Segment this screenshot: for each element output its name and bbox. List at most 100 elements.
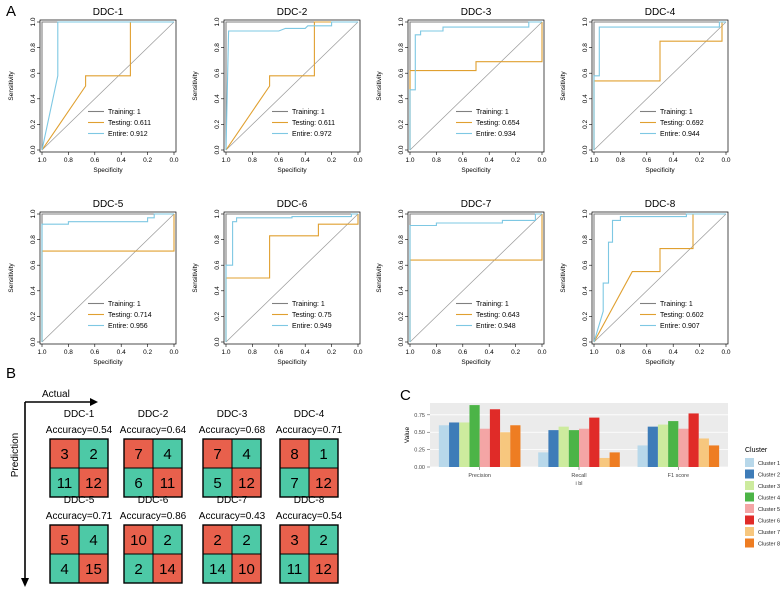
bar-cluster-2 [449,422,460,467]
matrix-cell [78,467,109,498]
bar-cluster-1 [538,452,549,467]
x-tick-label: 1.0 [405,157,414,164]
matrix-cell [231,467,262,498]
roc-curve-entire [41,213,174,342]
roc-curve-entire [593,21,726,150]
y-tick-label: 0.0 [582,337,589,346]
x-tick-label: 0.2 [327,157,336,164]
x-tick-label: 0.4 [669,349,678,356]
matrix-title: DDC-2 [138,409,169,420]
legend-label-testing: Testing: 0.714 [108,312,152,319]
bar-y-tick-label: 0.50 [414,430,425,436]
matrix-cell-value: 2 [134,561,142,578]
y-tick-label: 0.8 [398,43,405,52]
bar-cluster-6 [688,413,699,467]
y-tick-label: 0.2 [30,120,37,129]
x-tick-label: 0.6 [274,349,283,356]
x-tick-label: 0.4 [485,157,494,164]
legend-label-training: Training: 1 [476,301,509,308]
matrix-cell-value: 1 [319,446,327,463]
roc-frame [407,211,545,345]
x-tick-label: 0.8 [616,349,625,356]
matrix-cell-value: 7 [290,475,298,492]
x-axis-label: Specificity [93,167,123,174]
x-tick-label: 0.4 [301,157,310,164]
roc-diagonal [41,213,175,343]
x-axis-label: Specificity [461,359,491,366]
x-tick-label: 0.0 [721,157,730,164]
x-tick-label: 0.0 [169,157,178,164]
matrix-border [123,438,183,498]
y-tick-label: 1.0 [398,17,405,26]
matrix-cell-value: 4 [89,532,97,549]
roc-curve-testing [225,214,359,342]
bar-cluster-7 [500,432,511,467]
legend-label-entire: Entire: 0.956 [108,323,148,330]
actual-arrowhead [90,398,98,406]
x-tick-label: 0.8 [432,349,441,356]
y-tick-label: 0.6 [582,260,589,269]
legend-label-testing: Testing: 0.692 [660,120,704,127]
matrix-border [49,438,109,498]
legend-label-training: Training: 1 [108,301,141,308]
y-tick-label: 0.0 [30,145,37,154]
y-tick-label: 0.2 [398,120,405,129]
bar-cluster-3 [459,422,470,467]
x-axis-label: Specificity [645,167,675,174]
matrix-accuracy: Accuracy=0.54 [276,511,343,522]
y-tick-label: 0.4 [30,94,37,103]
matrix-border [279,438,339,498]
legend-label-entire: Entire: 0.907 [660,323,700,330]
matrix-cell-value: 4 [163,446,171,463]
matrix-cell-value: 3 [60,446,68,463]
roc-frame [223,19,361,153]
y-tick-label: 0.8 [30,43,37,52]
roc-panel-4: DDC-4 1.0 0.8 0.6 0.4 0.2 0.0 Specificity 0.0 0.2… [560,7,731,174]
y-tick-label: 0.6 [398,260,405,269]
x-tick-label: 0.8 [248,349,257,356]
roc-frame [39,19,177,153]
x-tick-label: 0.0 [537,157,546,164]
x-tick-label: 0.6 [90,349,99,356]
matrix-cell-value: 7 [213,446,221,463]
bar-cluster-7 [698,438,709,467]
y-tick-label: 0.0 [214,337,221,346]
x-axis-label: Specificity [461,167,491,174]
bar-cluster-4 [568,430,579,467]
matrix-cell-value: 5 [213,475,221,492]
roc-curve-testing [409,22,543,150]
roc-diagonal [225,213,359,343]
matrix-accuracy: Accuracy=0.64 [120,425,187,436]
bar-legend-label: Cluster 3 [758,484,780,490]
y-tick-label: 0.6 [30,260,37,269]
roc-diagonal [593,21,727,151]
bar-legend-swatch [745,515,754,525]
y-tick-label: 0.2 [582,312,589,321]
matrix-cell-value: 8 [290,446,298,463]
bar-cluster-5 [479,428,490,467]
y-axis-label: Sensitivity [376,71,383,101]
matrix-cell-value: 14 [209,561,226,578]
matrix-cell-value: 5 [60,532,68,549]
y-tick-label: 0.6 [214,68,221,77]
matrix-title: DDC-3 [217,409,248,420]
y-axis-label: Sensitivity [8,71,15,101]
matrix-accuracy: Accuracy=0.54 [46,425,113,436]
roc-title: DDC-8 [645,199,676,210]
y-tick-label: 0.2 [398,312,405,321]
confusion-matrix-7: DDC-7 Accuracy=0.43 2 2 14 10 [199,495,266,584]
legend-label-training: Training: 1 [660,301,693,308]
legend-label-entire: Entire: 0.912 [108,131,148,138]
y-axis-label: Sensitivity [8,263,15,293]
y-tick-label: 0.4 [582,94,589,103]
x-tick-label: 1.0 [221,349,230,356]
legend-label-entire: Entire: 0.934 [476,131,516,138]
x-tick-label: 1.0 [221,157,230,164]
bar-legend-swatch [745,527,754,536]
bar-cluster-8 [708,445,720,467]
y-tick-label: 0.0 [214,145,221,154]
confusion-matrix-8: DDC-8 Accuracy=0.54 3 2 11 12 [276,495,343,584]
y-tick-label: 0.4 [582,286,589,295]
x-tick-label: 0.0 [721,349,730,356]
y-tick-label: 0.6 [30,68,37,77]
